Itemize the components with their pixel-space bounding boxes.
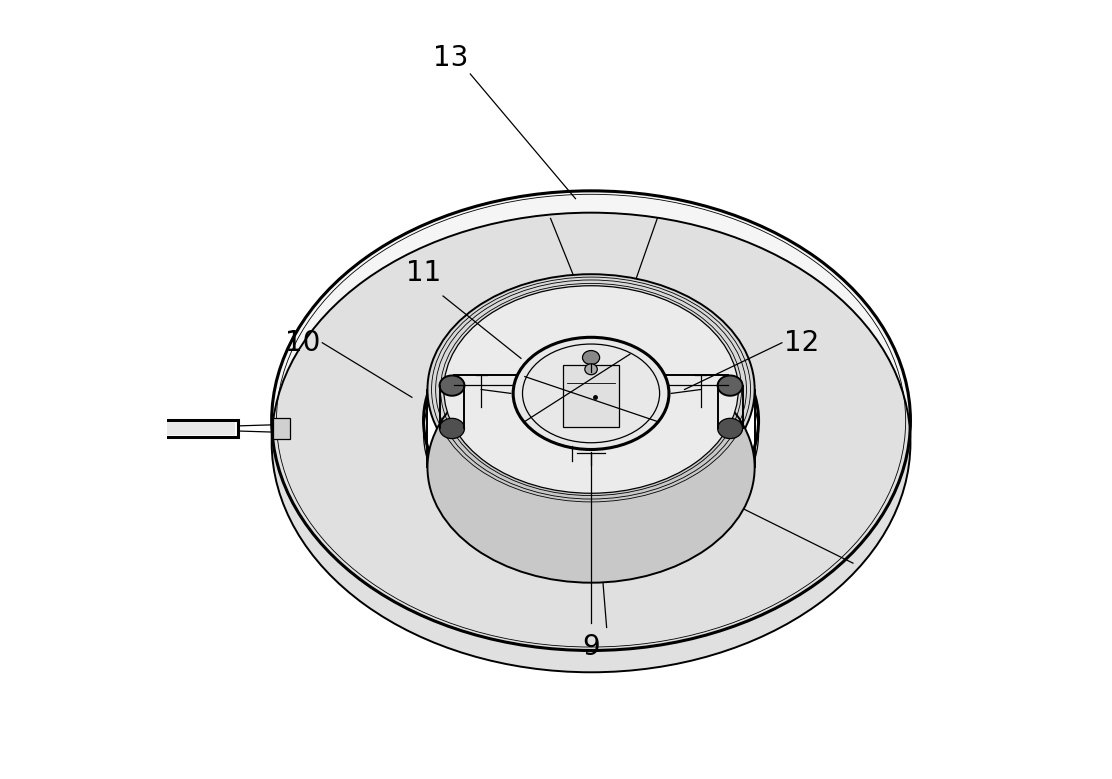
Text: 12: 12 xyxy=(784,329,820,357)
Ellipse shape xyxy=(439,375,465,396)
Ellipse shape xyxy=(427,352,755,583)
Ellipse shape xyxy=(585,364,597,375)
Ellipse shape xyxy=(717,375,743,396)
Text: 13: 13 xyxy=(434,44,468,72)
Text: 9: 9 xyxy=(583,633,600,661)
Bar xyxy=(149,420,238,437)
Ellipse shape xyxy=(513,337,669,449)
Bar xyxy=(152,422,236,435)
Bar xyxy=(563,365,619,427)
Ellipse shape xyxy=(439,418,465,439)
Text: 11: 11 xyxy=(406,259,441,287)
Ellipse shape xyxy=(424,300,758,541)
Ellipse shape xyxy=(271,213,911,672)
Ellipse shape xyxy=(271,191,911,650)
Bar xyxy=(272,418,290,439)
Ellipse shape xyxy=(717,418,743,439)
Ellipse shape xyxy=(583,351,599,365)
Ellipse shape xyxy=(444,286,738,493)
Text: 10: 10 xyxy=(285,329,320,357)
Ellipse shape xyxy=(427,274,755,505)
